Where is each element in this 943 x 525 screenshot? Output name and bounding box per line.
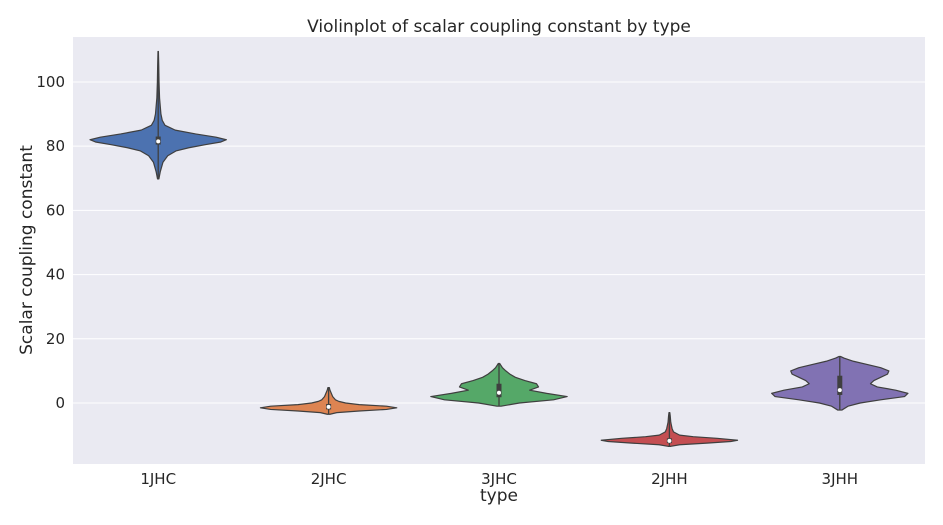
violin-3jhc [430, 362, 568, 407]
chart-title: Violinplot of scalar coupling constant b… [307, 17, 691, 37]
violin-1jhc [89, 50, 227, 180]
violins [89, 50, 909, 447]
violin-3jhh [771, 355, 909, 411]
violin-iqr-box [496, 383, 502, 398]
y-tick-label: 20 [46, 330, 65, 348]
y-tick-labels: 0 20 40 60 80 100 [36, 73, 65, 412]
violin-2jhc [259, 386, 398, 415]
x-axis-label: type [480, 486, 518, 506]
y-axis-label: Scalar coupling constant [17, 145, 37, 355]
violin-2jhh [600, 412, 739, 447]
y-tick-label: 60 [46, 201, 65, 219]
x-tick-label: 2JHC [311, 470, 347, 488]
y-tick-label: 100 [36, 73, 65, 91]
violin-median-dot [667, 438, 672, 443]
y-tick-label: 80 [46, 137, 65, 155]
violin-median-dot [497, 390, 501, 395]
x-tick-label: 3JHH [822, 470, 859, 488]
x-tick-labels: 1JHC 2JHC 3JHC 2JHH 3JHH [140, 470, 858, 488]
x-tick-label: 2JHH [651, 470, 688, 488]
violin-median-dot [156, 139, 161, 144]
x-tick-label: 3JHC [481, 470, 517, 488]
violin-iqr-box [837, 375, 843, 395]
x-tick-label: 1JHC [140, 470, 176, 488]
y-tick-label: 0 [55, 394, 65, 412]
violin-median-dot [837, 388, 842, 393]
y-tick-label: 40 [46, 266, 65, 284]
violin-median-dot [326, 404, 331, 409]
gridlines [73, 81, 925, 404]
